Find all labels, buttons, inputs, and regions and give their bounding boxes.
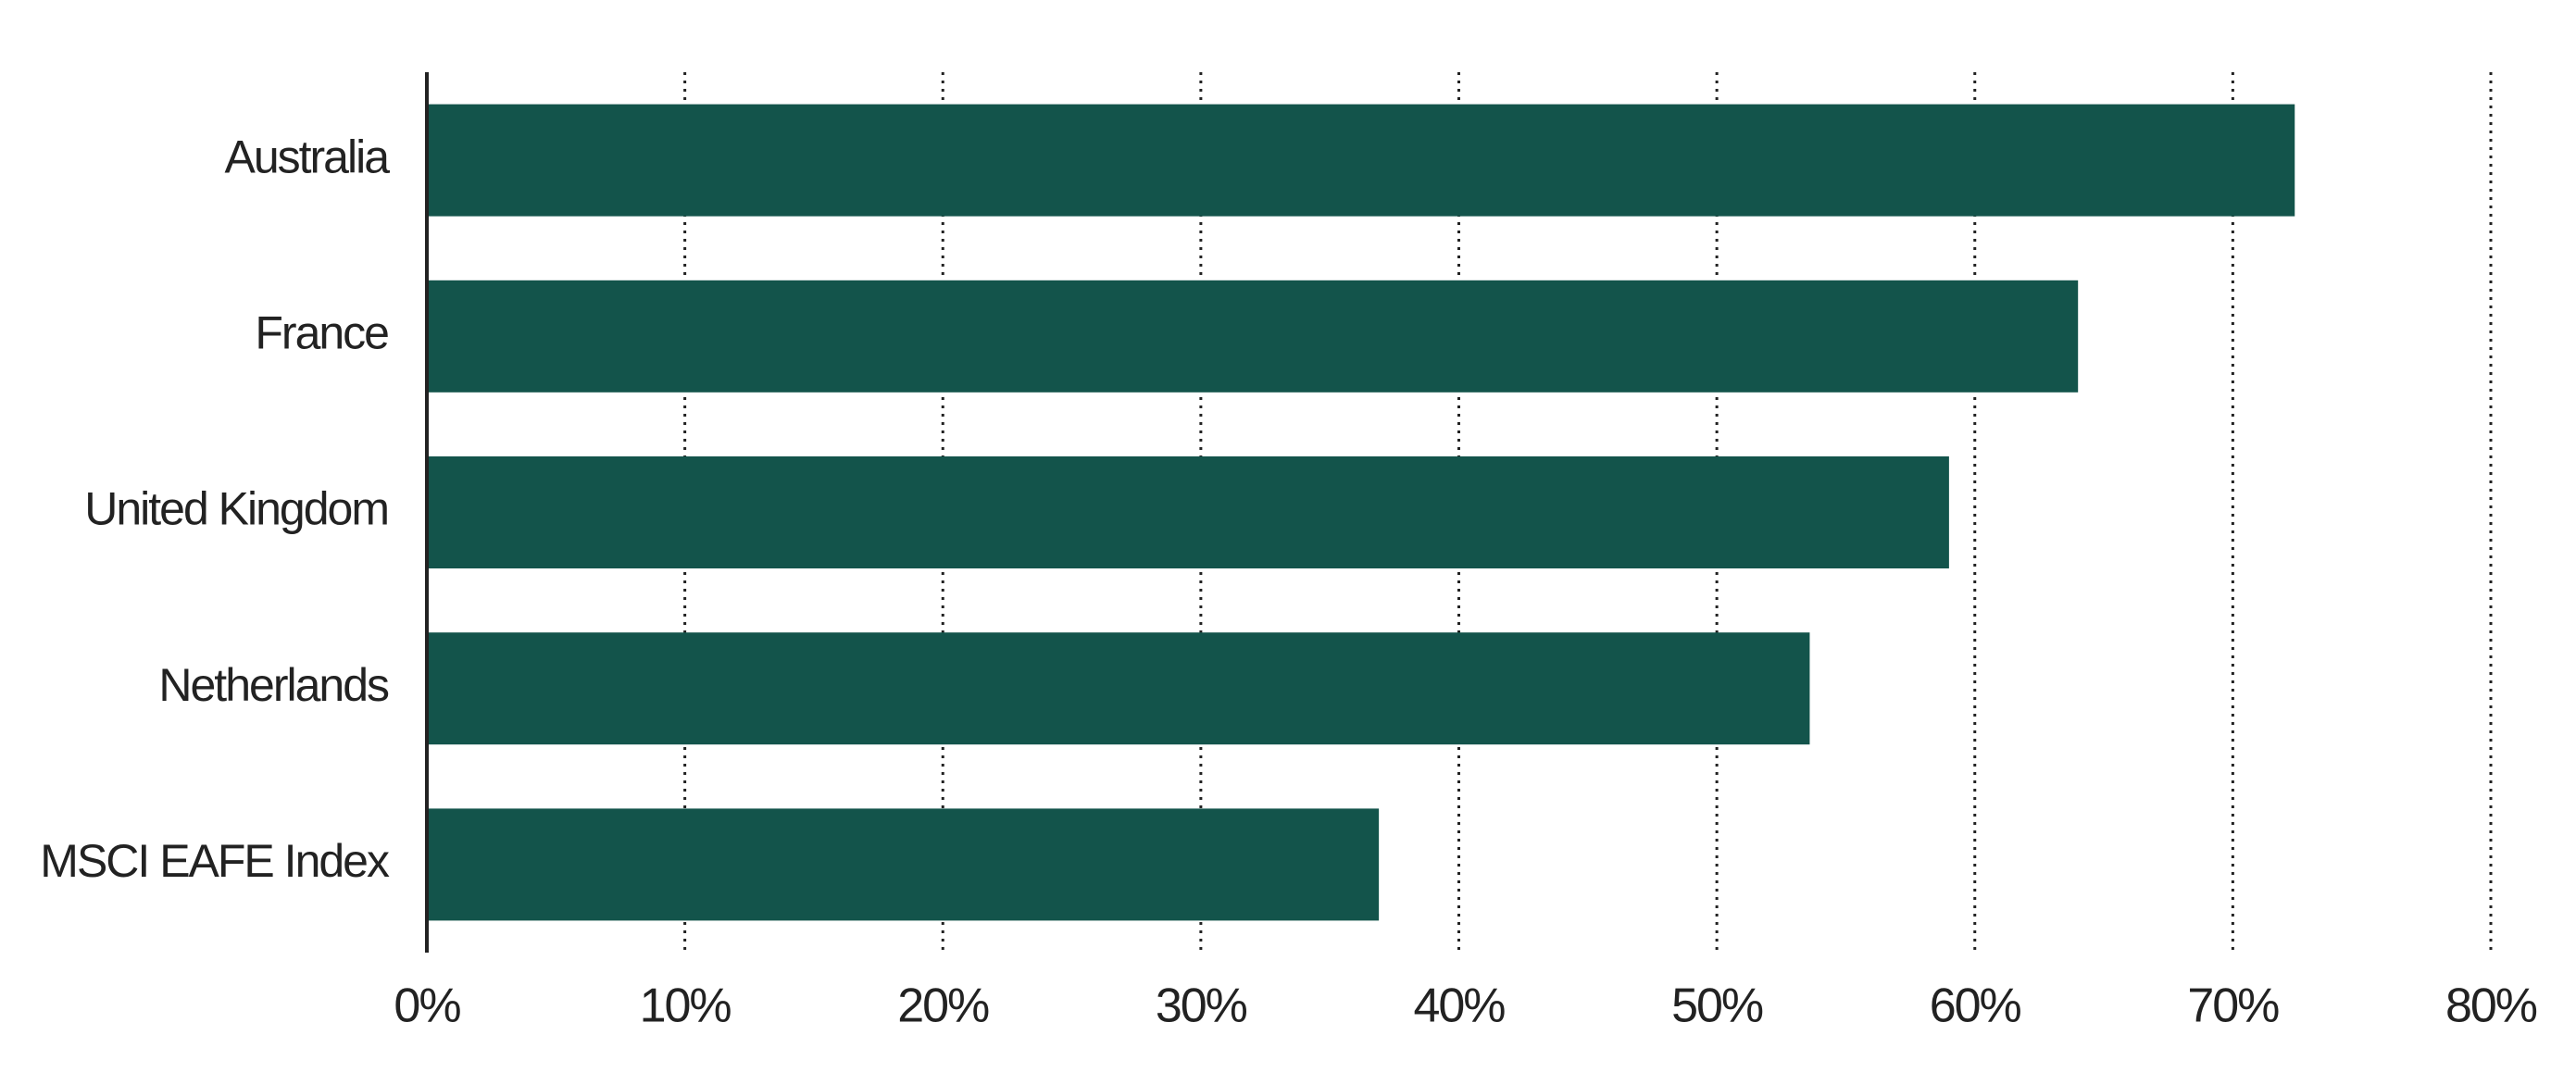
y-tick-label: Australia — [224, 131, 390, 182]
x-tick-label: 60% — [1930, 979, 2021, 1033]
bar — [427, 104, 2295, 217]
x-tick-label: 0% — [394, 979, 460, 1033]
x-tick-label: 50% — [1671, 979, 1763, 1033]
bar — [427, 280, 2079, 393]
bar — [427, 456, 1949, 568]
x-tick-label: 20% — [897, 979, 989, 1033]
bar — [427, 808, 1380, 921]
bar — [427, 632, 1810, 745]
y-tick-label: MSCI EAFE Index — [40, 835, 390, 887]
y-tick-label: France — [255, 307, 388, 359]
y-tick-label: Netherlands — [158, 659, 389, 711]
y-tick-label: United Kingdom — [84, 483, 388, 535]
x-tick-label: 80% — [2445, 979, 2537, 1033]
x-tick-label: 40% — [1413, 979, 1505, 1033]
x-tick-label: 70% — [2187, 979, 2279, 1033]
x-tick-label: 10% — [640, 979, 732, 1033]
x-tick-label: 30% — [1156, 979, 1247, 1033]
